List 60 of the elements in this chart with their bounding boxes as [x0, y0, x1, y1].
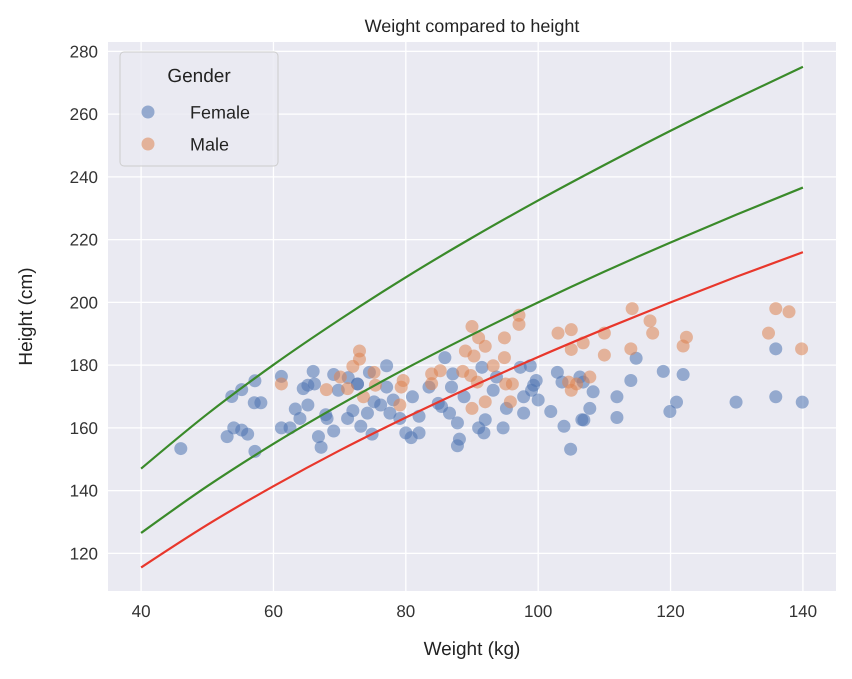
point [486, 359, 500, 372]
point [352, 344, 366, 358]
point [498, 351, 511, 364]
x-tick-label: 40 [132, 602, 151, 621]
point [795, 342, 808, 356]
point [467, 350, 480, 363]
point [644, 314, 657, 328]
x-tick-label: 60 [264, 602, 283, 621]
line-series [140, 66, 804, 470]
point [478, 340, 492, 353]
point [646, 326, 660, 340]
point [466, 320, 478, 334]
y-tick-label: 240 [70, 168, 98, 187]
point [506, 377, 519, 390]
point [782, 305, 796, 318]
x-tick-label: 140 [788, 602, 818, 621]
x-tick-label: 80 [396, 602, 416, 621]
y-tick-label: 140 [70, 482, 98, 501]
y-tick-label: 260 [70, 105, 98, 124]
point [274, 377, 288, 390]
point [564, 323, 578, 336]
point [676, 339, 690, 352]
y-tick-label: 280 [70, 42, 98, 62]
y-axis-title: Height (cm) [16, 267, 37, 366]
point [512, 318, 526, 331]
line-series [140, 251, 804, 569]
point [394, 380, 408, 394]
legend-label: Female [190, 102, 250, 122]
y-tick-label: 120 [70, 544, 98, 564]
point [393, 398, 406, 412]
point [564, 342, 578, 356]
point [598, 348, 611, 362]
point [626, 302, 639, 316]
y-tick-label: 200 [70, 293, 98, 312]
point [434, 364, 447, 378]
point [762, 326, 775, 340]
x-tick-label: 120 [656, 602, 685, 621]
point [624, 342, 638, 356]
point [478, 395, 492, 408]
point [504, 395, 517, 408]
legend-label: Male [190, 134, 230, 154]
point [583, 370, 596, 384]
y-tick-label: 160 [70, 418, 98, 438]
point [334, 370, 347, 384]
line-series [140, 186, 804, 534]
point [341, 382, 354, 396]
chart-title: Weight compared to height [364, 16, 580, 36]
point [425, 377, 438, 390]
point [570, 377, 584, 390]
point [368, 366, 381, 379]
x-axis-title: Weight (kg) [424, 639, 520, 660]
legend-title: Gender [167, 66, 232, 87]
y-tick-label: 180 [70, 356, 98, 376]
point [498, 331, 511, 344]
point [769, 302, 782, 316]
y-tick-label: 220 [70, 230, 98, 250]
point [466, 402, 478, 415]
x-tick-label: 100 [524, 602, 552, 621]
point [320, 383, 333, 396]
point [552, 326, 565, 340]
